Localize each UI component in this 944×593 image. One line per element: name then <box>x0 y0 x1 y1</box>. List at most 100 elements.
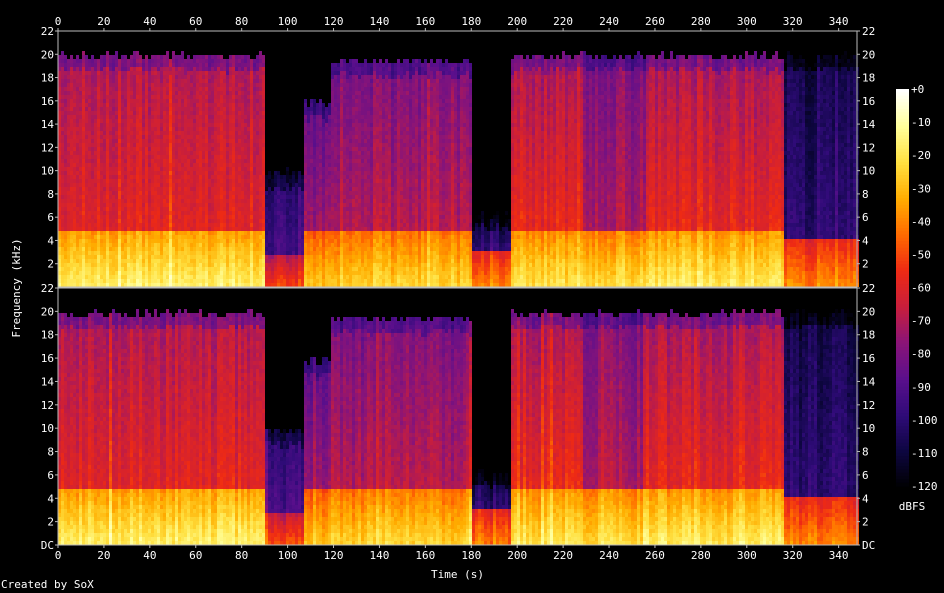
y-tick-label-left: 18 <box>41 72 54 85</box>
y-tick-label-right: 16 <box>862 352 875 365</box>
colorbar-label: dBFS <box>899 500 926 513</box>
x-tick-label-top: 20 <box>97 15 110 28</box>
y-tick-label-left: 12 <box>41 399 54 412</box>
x-tick-label-bottom: 340 <box>829 549 849 562</box>
y-tick-label-right: 6 <box>862 211 869 224</box>
x-tick-label-bottom: 180 <box>461 549 481 562</box>
y-tick-label-left: 18 <box>41 329 54 342</box>
channel-plot-1 <box>58 31 859 287</box>
x-tick-label-bottom: 300 <box>737 549 757 562</box>
x-tick-label-bottom: 280 <box>691 549 711 562</box>
y-tick-label-left: 10 <box>41 422 54 435</box>
x-axis-label: Time (s) <box>431 568 484 581</box>
colorbar-tick-label: -40 <box>911 215 931 228</box>
y-tick-label-left: 16 <box>41 352 54 365</box>
x-tick-label-top: 200 <box>507 15 527 28</box>
x-tick-label-top: 280 <box>691 15 711 28</box>
y-tick-label-left: 20 <box>41 48 54 61</box>
x-tick-label-bottom: 100 <box>278 549 298 562</box>
x-tick-label-top: 300 <box>737 15 757 28</box>
y-tick-label-right: 4 <box>862 234 869 247</box>
y-tick-label-left: 12 <box>41 141 54 154</box>
x-tick-label-bottom: 40 <box>143 549 156 562</box>
x-tick-label-top: 340 <box>829 15 849 28</box>
x-tick-label-top: 180 <box>461 15 481 28</box>
y-tick-label-left: 16 <box>41 95 54 108</box>
x-tick-label-top: 100 <box>278 15 298 28</box>
colorbar-tick-label: -60 <box>911 282 931 295</box>
x-tick-label-top: 120 <box>324 15 344 28</box>
y-tick-label-left: 2 <box>47 516 54 529</box>
colorbar-tick-label: -120 <box>911 480 938 493</box>
x-tick-label-top: 60 <box>189 15 202 28</box>
y-tick-label-left: 2 <box>47 258 54 271</box>
x-tick-label-bottom: 200 <box>507 549 527 562</box>
colorbar-tick-label: -50 <box>911 248 931 261</box>
x-tick-label-bottom: 140 <box>369 549 389 562</box>
x-tick-label-top: 320 <box>783 15 803 28</box>
y-tick-label-right: 16 <box>862 95 875 108</box>
colorbar-tick-label: -70 <box>911 315 931 328</box>
y-tick-label-left: DC <box>41 539 54 552</box>
y-tick-label-right: 10 <box>862 165 875 178</box>
y-tick-label-right: 2 <box>862 258 869 271</box>
colorbar: +0-10-20-30-40-50-60-70-80-90-100-110-12… <box>896 83 938 493</box>
x-tick-label-bottom: 80 <box>235 549 248 562</box>
x-tick-label-top: 40 <box>143 15 156 28</box>
y-tick-label-right: 14 <box>862 118 876 131</box>
y-tick-label-right: 6 <box>862 469 869 482</box>
colorbar-tick-label: -100 <box>911 414 938 427</box>
colorbar-tick-label: -110 <box>911 447 938 460</box>
x-tick-label-top: 240 <box>599 15 619 28</box>
y-tick-label-right: 18 <box>862 329 875 342</box>
y-tick-label-left: 8 <box>47 188 54 201</box>
y-tick-label-left: 22 <box>41 282 54 295</box>
y-tick-label-right: 20 <box>862 48 875 61</box>
y-tick-label-right: 4 <box>862 492 869 505</box>
x-tick-label-bottom: 260 <box>645 549 665 562</box>
x-tick-label-bottom: 120 <box>324 549 344 562</box>
x-tick-label-bottom: 60 <box>189 549 202 562</box>
x-tick-label-top: 260 <box>645 15 665 28</box>
y-tick-label-right: 12 <box>862 141 875 154</box>
y-tick-label-right: 12 <box>862 399 875 412</box>
y-tick-label-left: 14 <box>41 118 55 131</box>
y-tick-label-left: 14 <box>41 375 55 388</box>
y-tick-label-right: 8 <box>862 446 869 459</box>
x-tick-label-top: 140 <box>369 15 389 28</box>
y-tick-label-right: 2 <box>862 516 869 529</box>
colorbar-tick-label: -10 <box>911 116 931 129</box>
y-tick-label-left: 20 <box>41 305 54 318</box>
y-tick-label-right: 10 <box>862 422 875 435</box>
y-tick-label-right: 14 <box>862 375 876 388</box>
colorbar-tick-label: -90 <box>911 381 931 394</box>
y-tick-label-right: 22 <box>862 25 875 38</box>
y-tick-label-left: 22 <box>41 25 54 38</box>
y-tick-label-left: 6 <box>47 469 54 482</box>
x-tick-label-top: 220 <box>553 15 573 28</box>
colorbar-tick-label: -80 <box>911 348 931 361</box>
spectrogram-plots <box>58 31 859 545</box>
x-tick-label-bottom: 220 <box>553 549 573 562</box>
x-tick-label-top: 0 <box>55 15 62 28</box>
footer-credit: Created by SoX <box>1 578 94 591</box>
y-tick-label-left: 4 <box>47 492 54 505</box>
x-tick-label-top: 80 <box>235 15 248 28</box>
y-tick-label-left: 8 <box>47 446 54 459</box>
y-axis-label: Frequency (kHz) <box>10 238 23 337</box>
colorbar-tick-label: -20 <box>911 149 931 162</box>
y-tick-label-right: 8 <box>862 188 869 201</box>
y-tick-label-right: 22 <box>862 282 875 295</box>
y-tick-label-left: 10 <box>41 165 54 178</box>
y-tick-label-right: 18 <box>862 72 875 85</box>
x-tick-label-bottom: 320 <box>783 549 803 562</box>
x-tick-label-bottom: 0 <box>55 549 62 562</box>
y-tick-label-left: 6 <box>47 211 54 224</box>
colorbar-tick-label: -30 <box>911 182 931 195</box>
x-tick-label-bottom: 240 <box>599 549 619 562</box>
y-tick-label-right: 20 <box>862 305 875 318</box>
y-tick-label-left: 4 <box>47 234 54 247</box>
y-tick-label-right: DC <box>862 539 875 552</box>
x-tick-label-bottom: 20 <box>97 549 110 562</box>
